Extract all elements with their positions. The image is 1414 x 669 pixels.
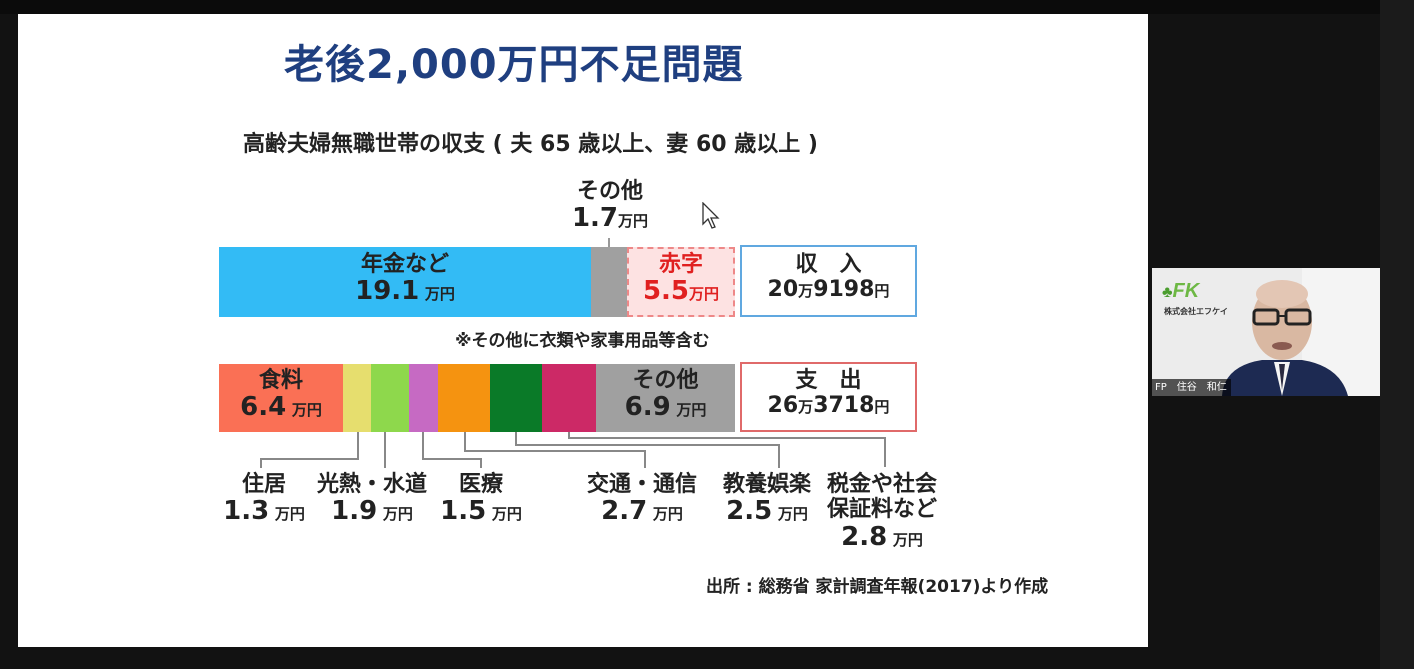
expense-total-label: 支 出 26万3718円 [767, 368, 890, 419]
income-total-label: 収 入 20万9198円 [767, 252, 890, 303]
medical-label: 医療 1.5 万円 [440, 472, 522, 527]
pension-segment [219, 247, 591, 317]
education-segment [542, 364, 596, 432]
participant-name-label: FP 住谷 和仁 [1152, 379, 1231, 396]
transport-segment-b [490, 364, 542, 432]
food-segment [219, 364, 343, 432]
transport-label: 交通・通信 2.7 万円 [586, 472, 697, 527]
presentation-slide: 老後2,000万円不足問題 高齢夫婦無職世帯の収支 ( 夫 65 歳以上、妻 6… [18, 14, 1148, 647]
company-name: 株式会社エフケイ [1164, 307, 1228, 316]
housing-leader [357, 432, 359, 460]
slide-source: 出所 : 総務省 家計調査年報(2017)より作成 [706, 577, 1049, 597]
education-leader-h [515, 444, 779, 446]
other-expense-label: その他 6.9 万円 [624, 368, 707, 423]
housing-label: 住居 1.3 万円 [223, 472, 305, 527]
mouse-pointer-icon [702, 202, 720, 229]
food-label: 食料 6.4 万円 [240, 368, 322, 423]
tax-leader-h [568, 437, 886, 439]
slide-subtitle: 高齢夫婦無職世帯の収支 ( 夫 65 歳以上、妻 60 歳以上 ) [243, 132, 818, 157]
housing-leader-h [260, 458, 359, 460]
other-income-label: その他 1.7万円 [571, 179, 649, 234]
income-total-box [740, 245, 917, 317]
utilities-label: 光熱・水道 1.9 万円 [316, 472, 427, 527]
tax-label: 税金や社会 保証料など 2.8 万円 [826, 472, 937, 552]
pension-label: 年金など 19.1 万円 [355, 252, 455, 307]
housing-segment [343, 364, 371, 432]
education-label: 教養娯楽 2.5 万円 [722, 472, 811, 527]
expense-total-box [740, 362, 917, 432]
tax-leader [568, 432, 570, 438]
transport-segment-a [438, 364, 490, 432]
slide-title: 老後2,000万円不足問題 [284, 42, 744, 88]
medical-leader-h [422, 458, 482, 460]
participant-video-tile[interactable]: ♣FK 株式会社エフケイ [1152, 268, 1380, 396]
deficit-label: 赤字 5.5万円 [642, 252, 720, 307]
deficit-segment [627, 247, 735, 317]
medical-leader [422, 432, 424, 458]
slide-note: ※その他に衣類や家事用品等含む [455, 331, 710, 351]
other-income-segment [591, 247, 627, 317]
transport-leader-a [464, 432, 466, 450]
window-top-bar [0, 0, 1414, 14]
transport-leader-b [515, 432, 517, 446]
company-logo: ♣FK [1162, 280, 1200, 302]
medical-segment [409, 364, 438, 432]
transport-leader-v [644, 450, 646, 468]
utilities-segment [371, 364, 409, 432]
right-sidebar-strip [1380, 0, 1414, 669]
education-leader-v [778, 444, 780, 468]
utilities-leader [384, 432, 386, 468]
housing-leader-v [260, 458, 262, 468]
participant-video-feed [1152, 268, 1380, 396]
tax-leader-v [884, 437, 886, 467]
other-expense-segment [596, 364, 735, 432]
leaf-icon: ♣ [1162, 284, 1173, 301]
transport-leader-h [464, 450, 646, 452]
medical-leader-v [480, 458, 482, 468]
